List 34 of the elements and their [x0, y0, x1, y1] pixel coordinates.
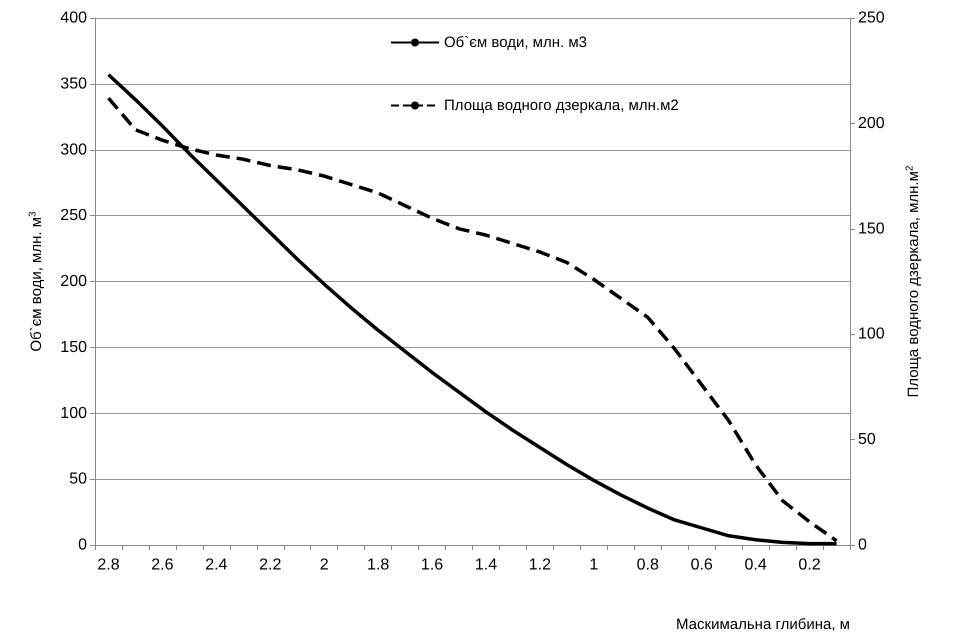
- y-tick-label: 250: [60, 207, 88, 224]
- x-tick-label: 0.4: [744, 556, 767, 574]
- y-tick-label: 0: [78, 536, 88, 554]
- y-tick-label: 200: [60, 273, 88, 290]
- y-tick-label: 50: [69, 470, 88, 488]
- y2-tick-label: 200: [858, 114, 885, 132]
- y2-axis-title: Площа водного дзеркала, млн.м2: [904, 165, 922, 398]
- x-tick-label: 0.6: [690, 556, 713, 574]
- legend-label: Площа водного дзеркала, млн.м2: [444, 97, 679, 114]
- x-tick-label: 1.8: [367, 556, 390, 574]
- x-tick-label: 0.2: [798, 556, 821, 574]
- y2-tick-label: 250: [858, 10, 885, 26]
- x-tick-label: 2.6: [151, 556, 174, 574]
- x-tick-label: 1.4: [474, 556, 498, 574]
- y-tick-label: 150: [60, 338, 88, 356]
- x-tick-label: 2.4: [205, 556, 228, 574]
- x-tick-label: 1: [589, 556, 598, 574]
- x-tick-label: 0.8: [636, 556, 659, 574]
- y-tick-label: 300: [60, 141, 88, 158]
- y2-tick-label: 50: [858, 431, 876, 448]
- y2-tick-label: 150: [858, 220, 885, 238]
- y-tick-label: 350: [60, 75, 88, 92]
- y-tick-label: 100: [60, 404, 88, 422]
- y-axis-title: Об`єм води, млн. м3: [28, 210, 45, 352]
- x-tick-label: 2.8: [97, 556, 120, 574]
- legend-label: Об`єм води, млн. м3: [444, 34, 588, 51]
- y-tick-label: 400: [60, 10, 88, 26]
- x-tick-label: 1.6: [420, 556, 444, 574]
- y2-tick-label: 100: [858, 326, 885, 343]
- x-axis-title: Маскимальна глибина, м: [676, 616, 850, 633]
- x-tick-label: 2.2: [259, 556, 282, 574]
- x-tick-label: 1.2: [528, 556, 552, 574]
- x-tick-label: 2: [320, 556, 329, 574]
- y2-tick-label: 0: [858, 536, 867, 554]
